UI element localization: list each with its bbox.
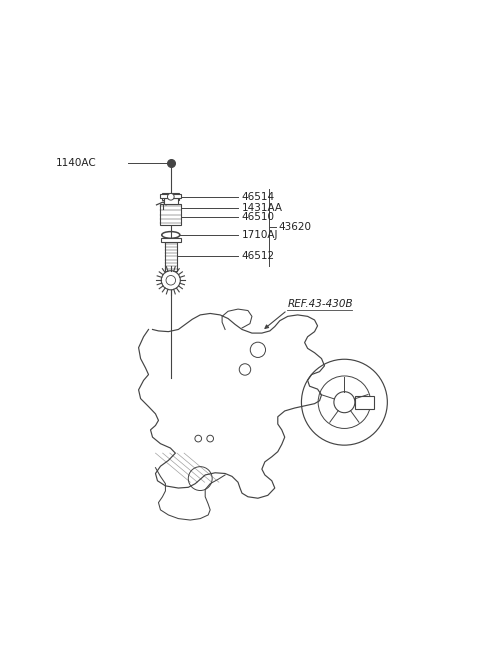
Circle shape (161, 271, 180, 290)
Bar (355, 396, 374, 409)
Bar (161, 238, 180, 242)
Text: REF.43-430B: REF.43-430B (288, 299, 353, 309)
Circle shape (168, 194, 174, 200)
Bar (160, 204, 181, 226)
Text: 1710AJ: 1710AJ (241, 230, 278, 240)
Bar (160, 194, 181, 198)
Text: 46512: 46512 (241, 251, 275, 262)
Bar (165, 242, 177, 271)
Bar (164, 198, 178, 204)
Bar (162, 194, 180, 200)
Circle shape (334, 392, 355, 413)
Text: 1140AC: 1140AC (56, 158, 97, 169)
Text: 1431AA: 1431AA (241, 203, 282, 213)
Text: 43620: 43620 (278, 222, 311, 232)
Text: 46510: 46510 (241, 212, 275, 222)
Text: 46514: 46514 (241, 192, 275, 202)
